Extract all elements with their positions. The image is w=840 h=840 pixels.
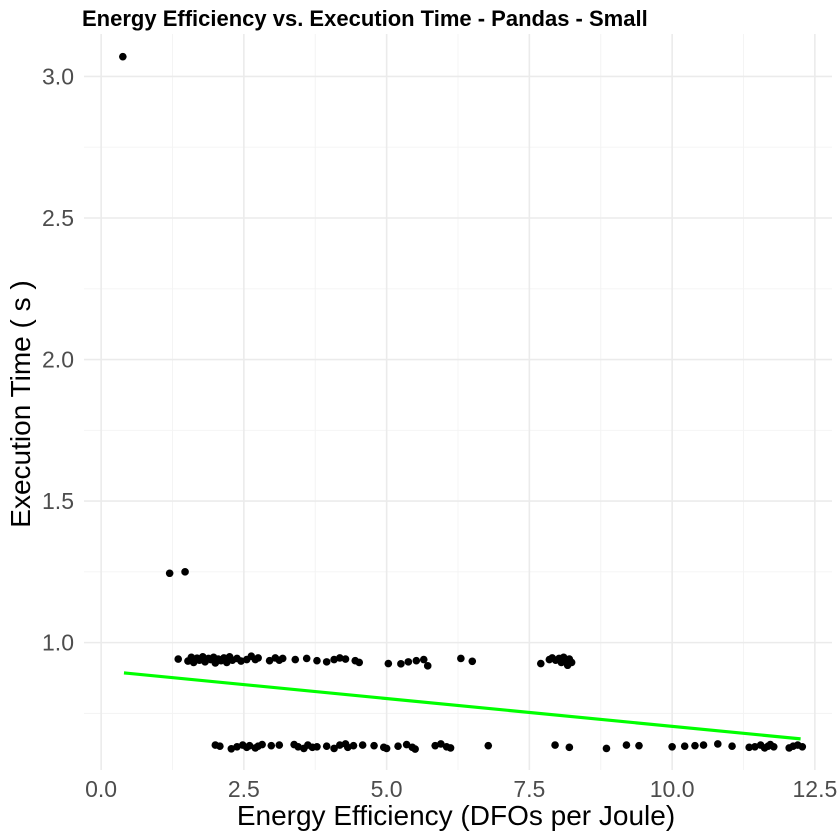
data-point [349, 741, 358, 750]
data-point [119, 52, 127, 61]
data-point [278, 654, 287, 663]
x-tick-label: 5.0 [371, 776, 403, 802]
data-point [423, 662, 432, 670]
data-point [699, 741, 708, 749]
data-point [622, 741, 631, 749]
data-point [275, 741, 284, 749]
data-point [382, 744, 391, 753]
data-point [216, 742, 224, 751]
data-point [691, 741, 699, 750]
data-point [446, 744, 455, 752]
data-point [370, 741, 378, 750]
data-point [412, 656, 421, 665]
data-point [745, 743, 754, 752]
data-point [358, 741, 367, 749]
x-tick-label: 12.5 [792, 776, 837, 802]
x-tick-label: 0.0 [85, 776, 117, 802]
data-point [397, 660, 405, 668]
x-axis-title: Energy Efficiency (DFOs per Joule) [237, 800, 675, 831]
data-point [330, 655, 338, 664]
data-point [313, 742, 321, 751]
data-point [265, 656, 274, 665]
data-point [728, 742, 736, 751]
data-point [468, 657, 477, 666]
data-point [565, 743, 574, 752]
data-point [322, 658, 331, 666]
data-point [411, 745, 419, 753]
data-point [798, 742, 807, 751]
minor-gridlines [84, 34, 832, 770]
data-point [245, 741, 254, 750]
data-point [402, 740, 411, 749]
x-tick-label: 2.5 [228, 776, 260, 802]
data-point [751, 742, 759, 751]
data-point [536, 659, 545, 668]
data-point [322, 742, 331, 751]
y-tick-label: 3.0 [42, 63, 74, 89]
data-point [355, 658, 364, 667]
trend-line [123, 671, 801, 741]
x-tick-label: 7.5 [513, 776, 545, 802]
data-point [330, 744, 338, 753]
data-point [227, 744, 236, 753]
data-point [336, 654, 344, 662]
data-point [457, 654, 465, 663]
data-point [258, 740, 266, 749]
data-point [551, 741, 559, 749]
data-point [437, 740, 445, 748]
data-point [567, 658, 576, 667]
data-point [431, 741, 439, 750]
y-axis-title: Execution Time ( s ) [5, 280, 36, 527]
data-point [384, 659, 393, 668]
data-point [222, 658, 231, 667]
data-point [181, 568, 189, 576]
data-point [174, 655, 183, 663]
data-point [313, 656, 321, 665]
y-tick-label: 2.5 [42, 205, 74, 231]
data-point [237, 657, 245, 665]
data-point [668, 742, 676, 751]
data-point [165, 569, 174, 578]
data-point [254, 654, 262, 662]
y-axis-tick-labels: 1.0 1.5 2.0 2.5 3.0 [42, 63, 74, 655]
data-point [635, 741, 643, 750]
y-tick-label: 2.0 [42, 347, 74, 373]
data-point [484, 741, 493, 750]
x-tick-label: 10.0 [650, 776, 695, 802]
data-point [291, 655, 300, 664]
data-point [394, 742, 402, 751]
data-point [302, 654, 311, 663]
data-point [294, 742, 302, 751]
data-point [233, 742, 241, 751]
data-point [343, 743, 352, 752]
data-point [336, 741, 344, 749]
data-points [119, 52, 807, 753]
data-point [714, 740, 722, 748]
major-gridlines [84, 34, 832, 770]
y-tick-label: 1.0 [42, 630, 74, 656]
data-point [769, 742, 778, 751]
data-point [680, 742, 689, 751]
data-point [341, 655, 350, 663]
trend-layer [123, 671, 801, 741]
data-point [602, 744, 611, 753]
chart-title: Energy Efficiency vs. Execution Time - P… [82, 6, 648, 31]
x-axis-tick-labels: 0.0 2.5 5.0 7.5 10.0 12.5 [85, 776, 837, 802]
data-point [404, 658, 413, 666]
y-tick-label: 1.5 [42, 488, 74, 514]
data-point [419, 655, 428, 664]
data-point [267, 741, 276, 750]
